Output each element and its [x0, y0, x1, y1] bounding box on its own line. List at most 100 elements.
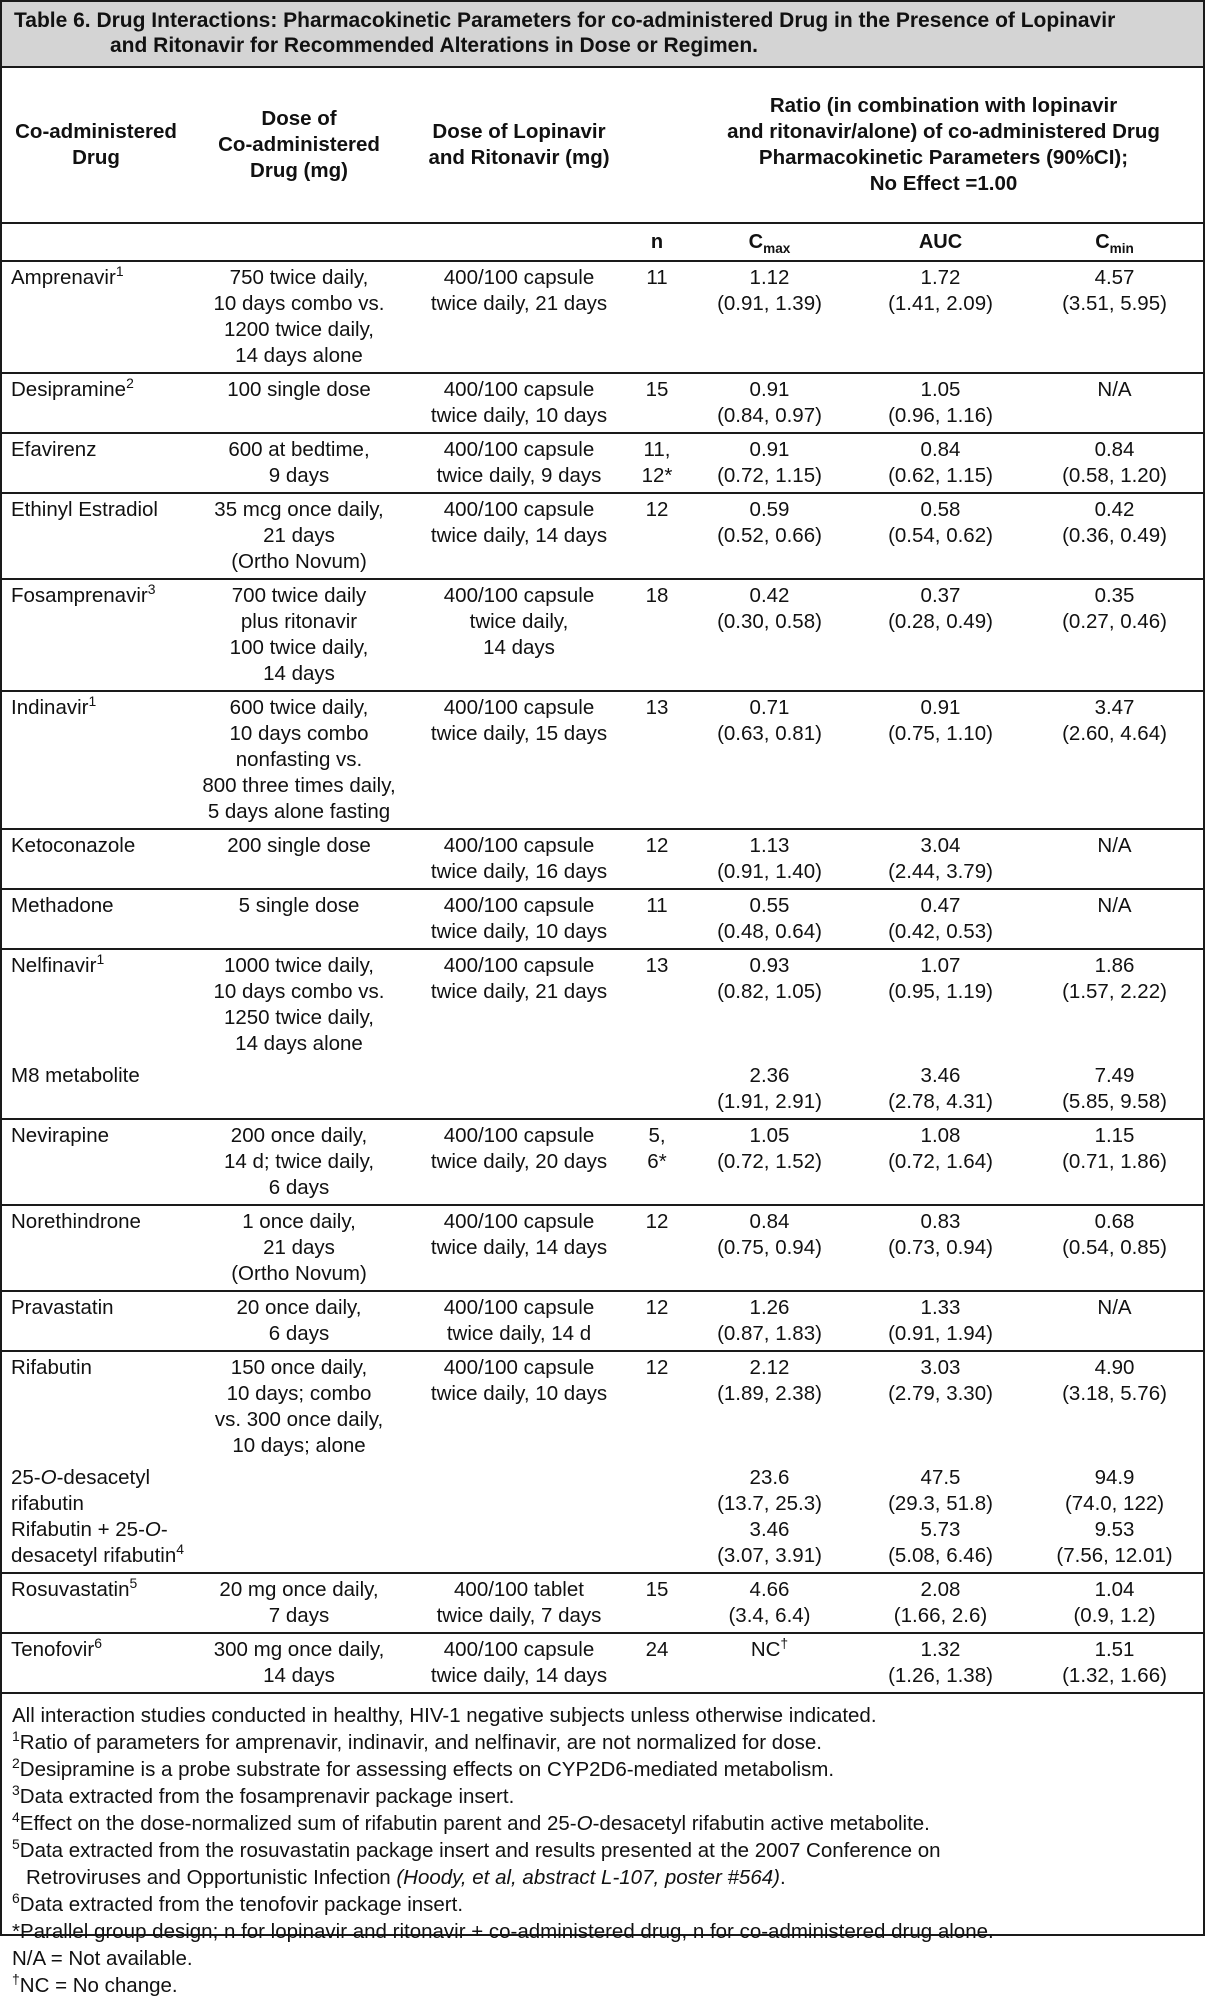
table-row: Tenofovir6 300 mg once daily, 14 days 400/…	[2, 1633, 1204, 1693]
auc-cell: 3.46 (2.78, 4.31)	[888, 1064, 993, 1113]
lpv-dose-cell: 400/100 capsule twice daily, 14 days	[443, 584, 595, 659]
note-5-text-c: .	[779, 1866, 786, 1889]
auc-cell: 1.08 (0.72, 1.64)	[888, 1124, 993, 1173]
drug-cell: Norethindrone	[2, 1205, 190, 1291]
note-5-text-a: Data extracted from the rosuvastatin pac…	[19, 1839, 941, 1862]
subheader-cmax: Cmax	[684, 223, 855, 262]
dose-cell: 600 at bedtime, 9 days	[228, 438, 370, 487]
table-row: Desipramine2 100 single dose 400/100 capsu…	[2, 373, 1204, 433]
cmin-label: C	[1095, 231, 1110, 253]
drug-name: Methadone	[11, 894, 114, 917]
footnote-ref: 1	[115, 263, 124, 280]
note-1: 1Ratio of parameters for amprenavir, ind…	[12, 1729, 1193, 1756]
note-4-ital: O	[576, 1812, 593, 1835]
auc-cell: 0.83 (0.73, 0.94)	[888, 1210, 993, 1259]
auc-cell: 3.03 (2.79, 3.30)	[888, 1356, 993, 1405]
n-cell: 11	[646, 894, 668, 917]
subheader-auc: AUC	[855, 223, 1026, 262]
auc-cell: 1.72 (1.41, 2.09)	[888, 266, 993, 315]
drug-cell: Pravastatin	[2, 1291, 190, 1351]
note-2: 2Desipramine is a probe substrate for as…	[12, 1756, 1193, 1783]
drug-cell: Tenofovir6	[2, 1633, 190, 1693]
drug-name: Fosamprenavir	[11, 584, 148, 607]
footnotes: All interaction studies conducted in hea…	[2, 1694, 1203, 2005]
auc-cell: 0.84 (0.62, 1.15)	[888, 438, 993, 487]
dose-cell: 750 twice daily, 10 days combo vs. 1200 …	[213, 266, 385, 367]
table-title: Table 6. Drug Interactions: Pharmacokine…	[2, 2, 1203, 68]
drug-cell: Desipramine2	[2, 373, 190, 433]
cmin-cell: N/A	[1097, 378, 1132, 401]
cmax-cell: 0.91 (0.72, 1.15)	[717, 438, 822, 487]
note-4-text-b: -desacetyl rifabutin active metabolite.	[592, 1812, 930, 1835]
dose-cell: 35 mcg once daily, 21 days (Ortho Novum)	[214, 498, 384, 573]
table-row: Indinavir1 600 twice daily, 10 days combo…	[2, 691, 1204, 829]
header-ratio: Ratio (in combination with lopinavir and…	[684, 68, 1204, 224]
drug-name: Rosuvastatin	[11, 1578, 130, 1601]
cmin-cell: 3.47 (2.60, 4.64)	[1062, 696, 1167, 745]
cmin-cell: 0.42 (0.36, 0.49)	[1062, 498, 1167, 547]
n-cell: 12	[645, 1296, 669, 1319]
subheader-cmin: Cmin	[1026, 223, 1204, 262]
dose-cell: 600 twice daily, 10 days combo nonfastin…	[202, 696, 396, 823]
subheader-empty-2	[190, 223, 408, 262]
drug-name: Ketoconazole	[11, 834, 136, 857]
auc-cell: 1.05 (0.96, 1.16)	[888, 378, 993, 427]
drug-name: Amprenavir	[11, 266, 116, 289]
table-row: Norethindrone 1 once daily, 21 days (Orth…	[2, 1205, 1204, 1291]
lpv-dose-cell: 400/100 capsule twice daily, 10 days	[430, 894, 608, 943]
auc-cell: 1.33 (0.91, 1.94)	[888, 1296, 993, 1345]
cmax-cell: 1.12 (0.91, 1.39)	[717, 266, 822, 315]
drug-cell: 25-O-desacetyl rifabutin Rifabutin + 25-…	[2, 1462, 190, 1573]
note-6-mark: 6	[12, 1890, 20, 1907]
footnote-ref: 2	[126, 375, 134, 392]
note-nc-text: NC = No change.	[19, 1974, 178, 1997]
dose-cell	[190, 1462, 408, 1573]
cmin-cell: N/A	[1097, 1296, 1132, 1319]
note-5: 5Data extracted from the rosuvastatin pa…	[12, 1837, 1193, 1864]
footnote-ref: 6	[94, 1635, 102, 1652]
cmin-cell: 0.84 (0.58, 1.20)	[1062, 438, 1167, 487]
note-6: 6Data extracted from the tenofovir packa…	[12, 1891, 1193, 1918]
n-cell: 13	[645, 696, 669, 719]
n-cell: 12	[645, 1356, 669, 1379]
table-row: Pravastatin 20 once daily, 6 days 400/100 …	[2, 1291, 1204, 1351]
dose-cell: 200 single dose	[227, 834, 371, 857]
auc-cell: 3.04 (2.44, 3.79)	[888, 834, 993, 883]
cmin-cell: 1.86 (1.57, 2.22)	[1062, 954, 1167, 1003]
drug-name-italic: O	[40, 1466, 57, 1489]
note-1-mark: 1	[12, 1728, 20, 1745]
drug-cell: Ethinyl Estradiol	[2, 493, 190, 579]
lpv-dose-cell: 400/100 capsule twice daily, 10 days	[430, 1356, 608, 1405]
dose-cell: 700 twice daily plus ritonavir 100 twice…	[229, 584, 369, 685]
dose-cell: 200 once daily, 14 d; twice daily, 6 day…	[223, 1124, 375, 1199]
n-cell: 18	[645, 584, 669, 607]
lpv-dose-cell: 400/100 capsule twice daily, 14 days	[430, 498, 608, 547]
header-dose-lopinavir-ritonavir: Dose of Lopinavir and Ritonavir (mg)	[408, 68, 630, 224]
drug-name-italic-2: O	[144, 1518, 161, 1541]
note-2-mark: 2	[12, 1755, 20, 1772]
cmax-value: NC	[750, 1638, 781, 1661]
header-co-administered-drug: Co-administered Drug	[2, 68, 190, 224]
drug-name: Desipramine	[11, 378, 127, 401]
table-row: Nevirapine 200 once daily, 14 d; twice da…	[2, 1119, 1204, 1205]
cmax-cell: 0.84 (0.75, 0.94)	[717, 1210, 822, 1259]
interactions-table: Co-administered Drug Dose of Co-administ…	[2, 68, 1204, 1694]
cmin-sub: min	[1109, 241, 1134, 256]
note-5-text-b: Retroviruses and Opportunistic Infection	[26, 1866, 397, 1889]
drug-cell: Indinavir1	[2, 691, 190, 829]
n-cell: 12	[645, 834, 669, 857]
cmin-cell: 4.90 (3.18, 5.76)	[1062, 1356, 1167, 1405]
table-row: Rifabutin 150 once daily, 10 days; combo …	[2, 1351, 1203, 1462]
auc-cell: 2.08 (1.66, 2.6)	[893, 1578, 988, 1627]
footnote-ref: 1	[88, 693, 97, 710]
cmin-cell: 4.57 (3.51, 5.95)	[1062, 266, 1167, 315]
dose-cell: 1000 twice daily, 10 days combo vs. 1250…	[213, 954, 385, 1055]
drug-name: Efavirenz	[11, 438, 97, 461]
drug-cell: M8 metabolite	[2, 1060, 190, 1119]
note-na: N/A = Not available.	[12, 1947, 193, 1970]
cmax-cell: 0.55 (0.48, 0.64)	[717, 894, 822, 943]
note-nc: †NC = No change.	[12, 1972, 1193, 1999]
note-4-mark: 4	[12, 1809, 20, 1826]
drug-cell: Rifabutin	[2, 1351, 190, 1462]
